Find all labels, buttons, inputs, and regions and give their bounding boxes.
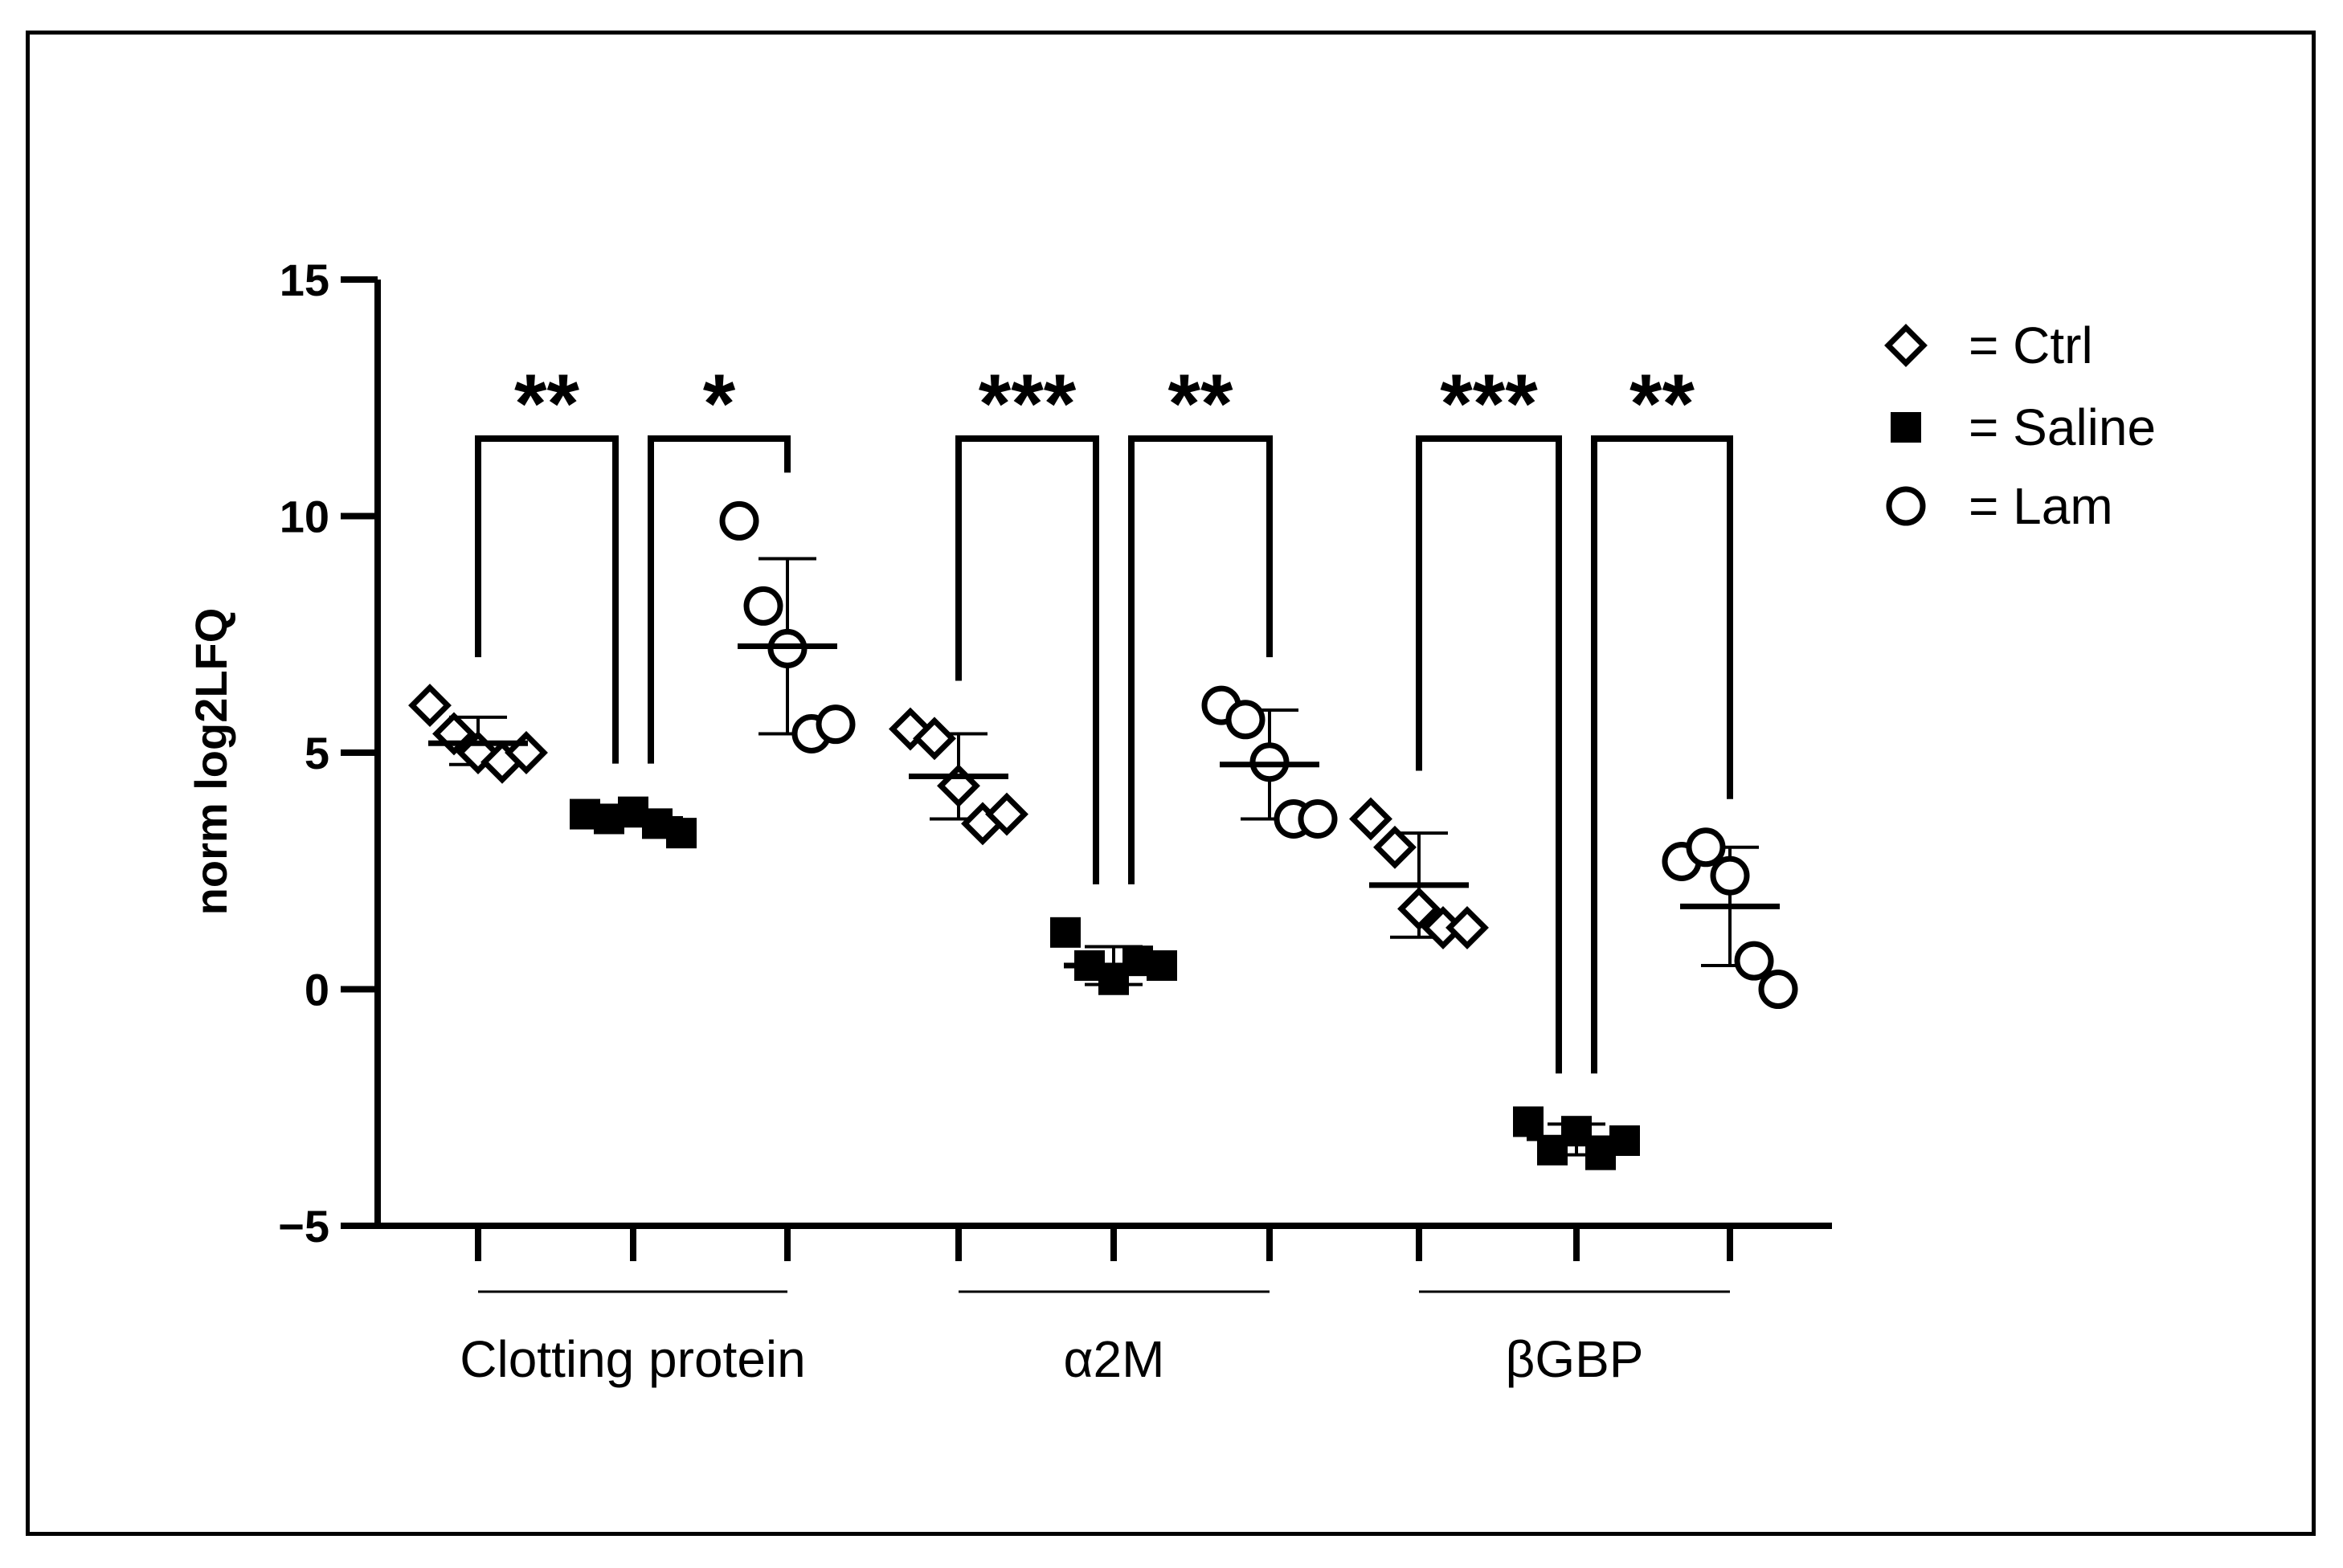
significance-label: ** bbox=[1168, 357, 1233, 451]
saline-legend-marker bbox=[1891, 412, 1921, 443]
x-axis: Clotting protein α2M βGBP bbox=[374, 1223, 1832, 1388]
lam-legend-marker bbox=[1886, 486, 1926, 526]
y-tick-label: 15 bbox=[280, 255, 329, 305]
significance-label: *** bbox=[1440, 357, 1538, 451]
significance-label: * bbox=[703, 357, 736, 451]
category-label: βGBP bbox=[1506, 1330, 1644, 1388]
lam-point bbox=[1686, 827, 1726, 868]
lam-point bbox=[1298, 798, 1338, 839]
y-axis-label: norm log2LFQ bbox=[186, 608, 236, 916]
ctrl-point bbox=[1397, 887, 1441, 931]
lam-point bbox=[1758, 970, 1798, 1009]
category-label: Clotting protein bbox=[460, 1330, 805, 1388]
ctrl-point bbox=[1349, 797, 1392, 841]
significance-bracket bbox=[475, 435, 619, 764]
significance-label: *** bbox=[979, 357, 1077, 451]
significance-bracket bbox=[648, 435, 791, 764]
legend: = Ctrl = Saline = Lam bbox=[1884, 316, 2156, 535]
ctrl-point bbox=[1445, 905, 1489, 949]
significance-bracket bbox=[1591, 435, 1733, 1074]
significance-bracket bbox=[955, 435, 1099, 884]
legend-label-saline: = Saline bbox=[1969, 398, 2156, 456]
ctrl-point bbox=[937, 764, 980, 808]
figure-frame bbox=[26, 31, 2316, 1536]
lam-point bbox=[1225, 700, 1266, 740]
significance-label: ** bbox=[1629, 357, 1695, 451]
y-tick-label: 5 bbox=[305, 728, 329, 778]
lam-point bbox=[719, 500, 759, 541]
ctrl-point bbox=[985, 792, 1028, 836]
legend-label-lam: = Lam bbox=[1969, 477, 2113, 535]
ctrl-point bbox=[913, 717, 956, 761]
lam-point bbox=[1734, 941, 1774, 981]
saline-point bbox=[666, 818, 697, 849]
lam-point bbox=[816, 704, 856, 745]
significance-layer: ** * *** ** *** ** bbox=[475, 357, 1733, 1074]
y-tick-label: −5 bbox=[278, 1201, 329, 1252]
saline-point bbox=[1513, 1106, 1544, 1137]
y-tick-label: 10 bbox=[280, 492, 329, 542]
saline-point bbox=[1050, 917, 1081, 948]
legend-label-ctrl: = Ctrl bbox=[1969, 316, 2093, 374]
significance-bracket bbox=[1128, 435, 1273, 884]
lam-point bbox=[1710, 855, 1750, 896]
series-layer bbox=[408, 500, 1798, 1170]
y-tick-label: 0 bbox=[305, 965, 329, 1015]
significance-label: ** bbox=[514, 357, 579, 451]
ctrl-point bbox=[408, 684, 452, 728]
y-axis: −5 0 5 10 15 bbox=[278, 255, 381, 1252]
category-label: α2M bbox=[1064, 1330, 1165, 1388]
significance-bracket bbox=[1416, 435, 1562, 1074]
ctrl-legend-marker bbox=[1884, 324, 1928, 367]
lam-point bbox=[743, 586, 783, 626]
ctrl-point bbox=[1373, 825, 1417, 869]
